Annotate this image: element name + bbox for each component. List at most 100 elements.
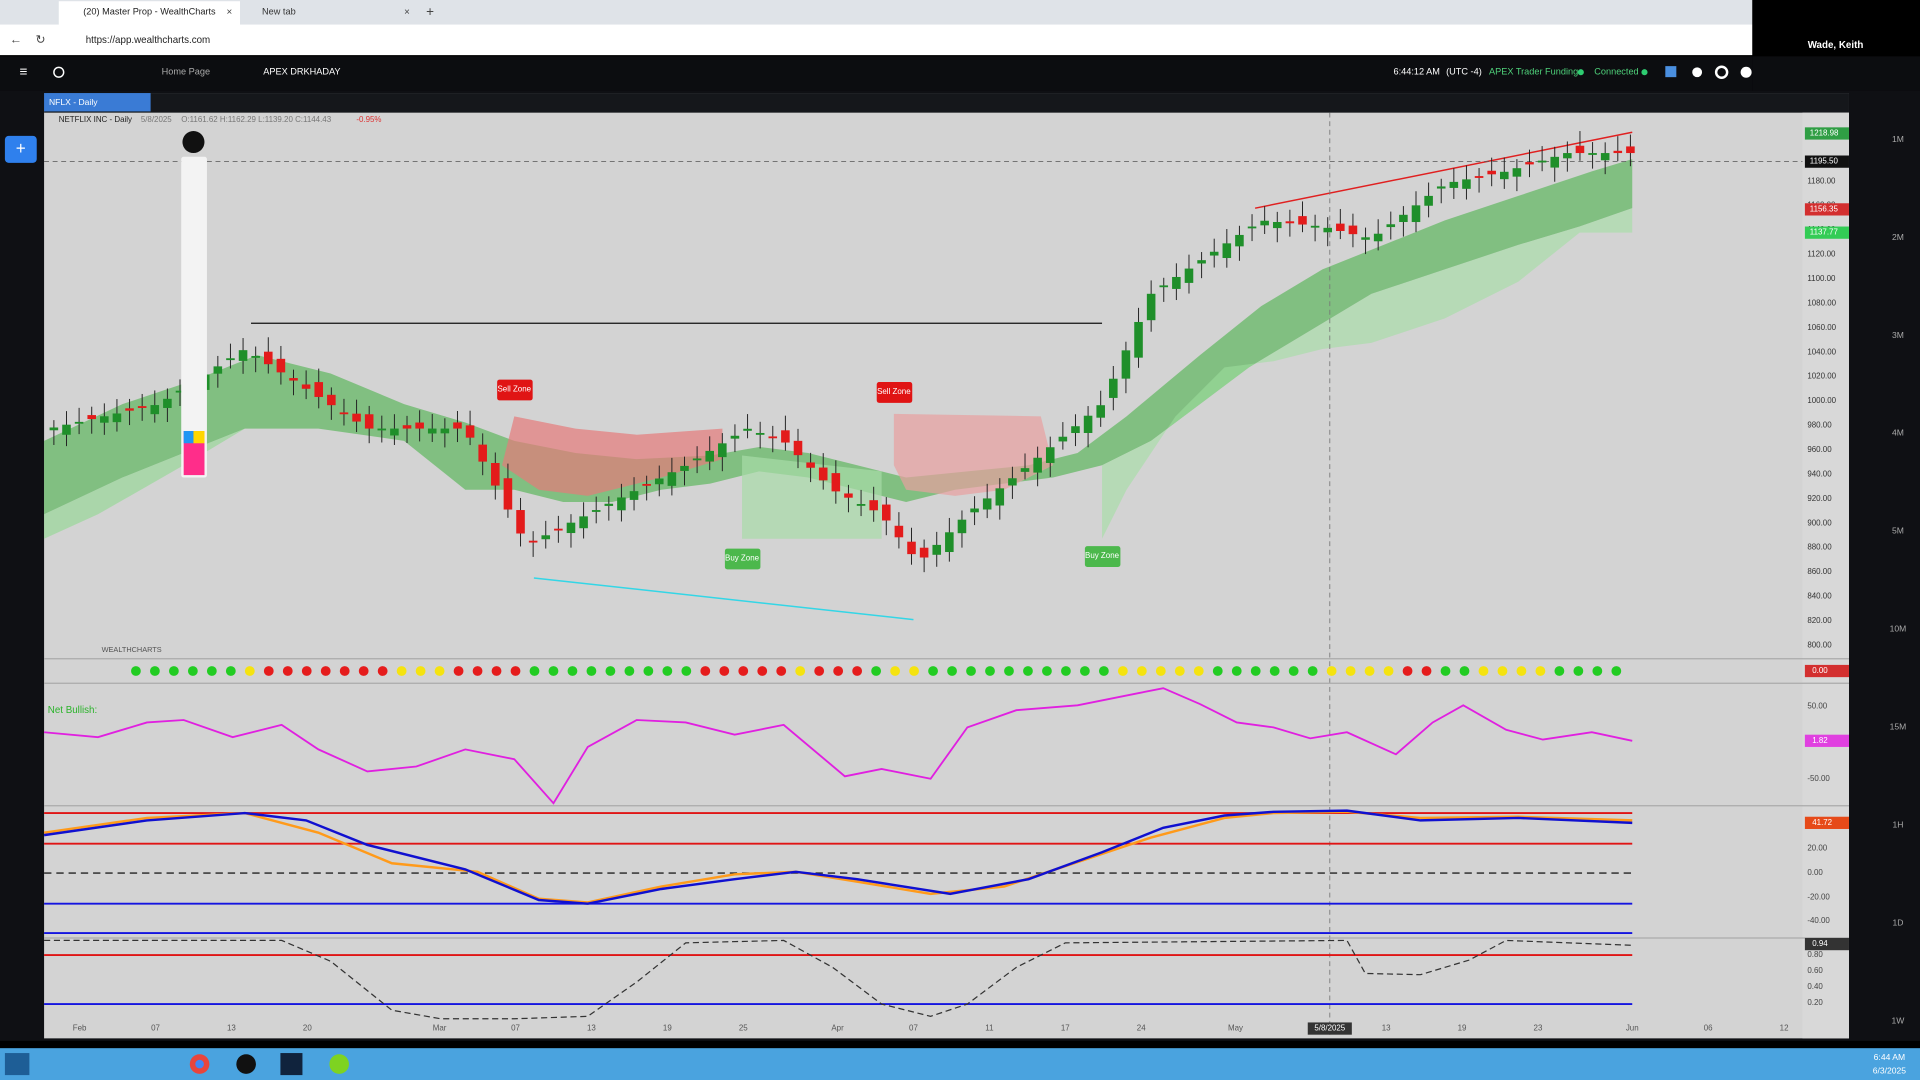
price-tick-label: 1180.00 bbox=[1807, 176, 1836, 185]
app-icon[interactable] bbox=[329, 1054, 349, 1074]
app-icon[interactable] bbox=[195, 1059, 204, 1069]
app-icon[interactable] bbox=[236, 1054, 256, 1074]
taskbar bbox=[0, 1048, 1920, 1080]
candle-body bbox=[1575, 145, 1585, 154]
candle-body bbox=[1121, 350, 1131, 379]
timeframe-button[interactable]: 1W bbox=[1892, 1015, 1906, 1025]
timeframe-button[interactable]: 10M bbox=[1890, 624, 1907, 634]
signal-dot bbox=[548, 666, 559, 676]
zone-badge bbox=[497, 379, 533, 401]
account[interactable]: APEX Trader Funding bbox=[1489, 67, 1578, 77]
price-tick-label: 900.00 bbox=[1807, 518, 1832, 527]
candle-body bbox=[856, 504, 866, 506]
tab-close[interactable]: × bbox=[404, 7, 410, 18]
settings-button[interactable] bbox=[1714, 65, 1729, 79]
timeframe-button[interactable]: 1H bbox=[1892, 820, 1903, 830]
timeframe-button[interactable]: 3M bbox=[1892, 330, 1904, 340]
indicator-tick-label: -50.00 bbox=[1807, 774, 1830, 783]
toolbar-tab[interactable]: Home Page bbox=[162, 67, 210, 77]
price-tick-label: 1000.00 bbox=[1807, 396, 1836, 405]
save-button[interactable] bbox=[1665, 66, 1677, 78]
signal-dot bbox=[225, 666, 236, 676]
candle-body bbox=[1071, 426, 1080, 434]
search-button[interactable] bbox=[53, 66, 65, 78]
tab-title[interactable]: New tab bbox=[262, 7, 296, 17]
back-button[interactable]: ← bbox=[10, 33, 22, 47]
add-icon[interactable]: + bbox=[16, 138, 26, 158]
signal-dot bbox=[1098, 666, 1109, 676]
candle-body bbox=[377, 428, 387, 431]
toolbar-tab[interactable]: APEX DRKHADAY bbox=[263, 67, 340, 77]
price-tick-label: 1060.00 bbox=[1807, 323, 1836, 332]
alerts-button[interactable] bbox=[1692, 67, 1703, 78]
candle-body bbox=[150, 405, 160, 415]
date-tick-label: 12 bbox=[1780, 1024, 1789, 1033]
help-button[interactable] bbox=[1740, 66, 1752, 78]
candle-body bbox=[440, 428, 450, 434]
indicator-tick-label: 0.20 bbox=[1807, 998, 1823, 1007]
tool-pin[interactable] bbox=[182, 131, 205, 154]
candle-body bbox=[125, 408, 134, 411]
indicator-tick-label: 0.00 bbox=[1807, 868, 1823, 877]
candle-body bbox=[1096, 405, 1105, 418]
reload-button[interactable]: ↻ bbox=[36, 33, 46, 47]
candle-body bbox=[264, 351, 273, 365]
date-tick-label: 11 bbox=[985, 1024, 994, 1033]
new-tab[interactable]: + bbox=[426, 4, 434, 19]
color-swatch[interactable] bbox=[193, 431, 205, 444]
candle-body bbox=[907, 541, 916, 555]
candle-body bbox=[1285, 221, 1295, 224]
candle-body bbox=[1474, 176, 1484, 178]
candle-body bbox=[692, 458, 702, 461]
date-tick-label: 17 bbox=[1061, 1024, 1070, 1033]
symbol-tab[interactable] bbox=[44, 93, 151, 112]
candle-body bbox=[768, 436, 778, 439]
timeframe-button[interactable]: 4M bbox=[1892, 428, 1904, 438]
price-badge-label: 1218.98 bbox=[1810, 129, 1839, 138]
date-tick-label: 24 bbox=[1137, 1024, 1146, 1033]
menu-button[interactable]: ≡ bbox=[20, 64, 28, 79]
signal-dot bbox=[1554, 666, 1565, 676]
candle-body bbox=[1033, 457, 1042, 473]
signal-dot bbox=[776, 666, 787, 676]
price-tick-label: 800.00 bbox=[1807, 640, 1832, 649]
url[interactable]: https://app.wealthcharts.com bbox=[86, 35, 211, 46]
start-button[interactable] bbox=[4, 1053, 30, 1076]
signal-dot bbox=[491, 666, 502, 676]
candle-body bbox=[478, 444, 487, 462]
candle-body bbox=[1260, 220, 1269, 226]
indicator-badge bbox=[1804, 734, 1849, 747]
signal-dot bbox=[1250, 666, 1261, 676]
signal-dot bbox=[206, 666, 217, 676]
tab-close[interactable]: × bbox=[227, 7, 233, 18]
candle-body bbox=[869, 500, 878, 511]
tab-strip bbox=[0, 0, 1920, 25]
tab-title[interactable]: (20) Master Prop - WealthCharts bbox=[83, 7, 216, 17]
timeframe-button[interactable]: 1D bbox=[1892, 918, 1903, 928]
candle-body bbox=[339, 412, 349, 415]
signal-dot bbox=[1326, 666, 1337, 676]
candle-body bbox=[1235, 234, 1244, 247]
candle-body bbox=[301, 384, 311, 389]
add-button[interactable] bbox=[4, 135, 37, 163]
app-icon[interactable] bbox=[280, 1053, 303, 1076]
signal-dot bbox=[282, 666, 293, 676]
timeframe-button[interactable]: 15M bbox=[1890, 722, 1907, 732]
signal-dot bbox=[263, 666, 274, 676]
candles bbox=[49, 131, 1635, 573]
signal-dot bbox=[415, 666, 426, 676]
drawing-toolbar bbox=[181, 156, 207, 478]
symbol-tab-label[interactable]: NFLX - Daily bbox=[49, 97, 98, 107]
signal-dot bbox=[1402, 666, 1413, 676]
status-dot bbox=[1641, 69, 1648, 76]
active-tab[interactable] bbox=[58, 1, 240, 25]
timeframe-button[interactable]: 2M bbox=[1892, 232, 1904, 242]
chart-date: 5/8/2025 bbox=[141, 115, 172, 124]
color-swatch[interactable] bbox=[183, 431, 194, 444]
signal-dot bbox=[795, 666, 806, 676]
date-tick-label: 13 bbox=[1382, 1024, 1391, 1033]
timeframe-button[interactable]: 1M bbox=[1892, 134, 1904, 144]
timeframe-button[interactable]: 5M bbox=[1892, 526, 1904, 536]
signal-dot bbox=[1212, 666, 1223, 676]
candle-body bbox=[642, 483, 651, 486]
